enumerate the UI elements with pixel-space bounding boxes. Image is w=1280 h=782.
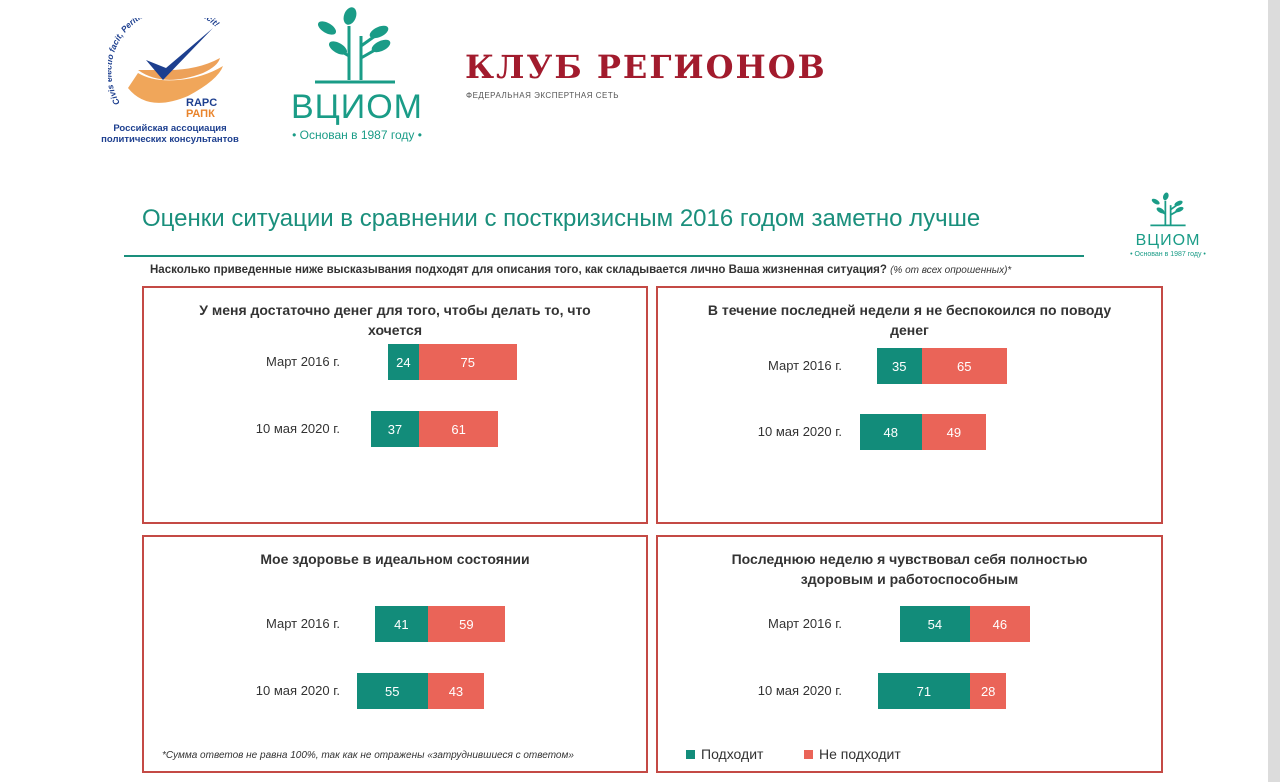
footnote: *Сумма ответов не равна 100%, так как не… xyxy=(162,750,574,761)
chart-panel: В течение последней недели я не беспокои… xyxy=(656,286,1163,524)
vciom-tree-icon xyxy=(315,7,395,84)
page-edge xyxy=(1268,0,1280,782)
chart-title: В течение последней недели я не беспокои… xyxy=(707,302,1112,338)
bar-not-fits: 28 xyxy=(970,673,1007,709)
rapc-name-line1: Российская ассоциация xyxy=(113,123,227,134)
chart-panel: Мое здоровье в идеальном состоянии xyxy=(142,535,648,773)
category-label: 10 мая 2020 г. xyxy=(255,421,340,436)
bar-not-fits: 65 xyxy=(922,348,1007,384)
vciom-founded: • Основан в 1987 году • xyxy=(292,128,422,142)
chart-title: У меня достаточно денег для того, чтобы … xyxy=(199,302,591,338)
legend-not-fits-label: Не подходит xyxy=(819,746,901,762)
bar-not-fits: 49 xyxy=(922,414,986,450)
legend-not-fits-swatch xyxy=(804,749,813,759)
rapc-abbr-latin: RAPC xyxy=(186,97,218,109)
legend-fits-swatch xyxy=(686,749,695,759)
category-label: 10 мая 2020 г. xyxy=(757,683,842,698)
chart-panel: Последнюю неделю я чувствовал себя полно… xyxy=(656,535,1163,773)
bar-fits: 37 xyxy=(370,411,419,447)
bar-fits: 41 xyxy=(374,606,428,642)
category-label: Март 2016 г. xyxy=(265,616,340,631)
bar-not-fits: 43 xyxy=(428,673,484,709)
bar-fits: 48 xyxy=(859,414,922,450)
chart-title: Мое здоровье в идеальном состоянии xyxy=(260,551,530,567)
category-label: Март 2016 г. xyxy=(265,354,340,369)
category-label: 10 мая 2020 г. xyxy=(255,683,340,698)
klub-regionov-wordmark: КЛУБ РЕГИОНОВ xyxy=(465,48,827,86)
category-label: Март 2016 г. xyxy=(767,358,842,373)
bar-fits: 35 xyxy=(876,348,922,384)
rapc-name-line2: политических консультантов xyxy=(101,134,239,145)
bar-not-fits: 46 xyxy=(970,606,1030,642)
legend-fits-label: Подходит xyxy=(701,746,764,762)
vciom-small-tree-icon xyxy=(1150,192,1186,227)
legend-fits: Подходит xyxy=(686,746,763,762)
vciom-small-wordmark: ВЦИОМ xyxy=(1135,232,1201,249)
chart-title: Последнюю неделю я чувствовал себя полно… xyxy=(731,551,1088,587)
survey-question: Насколько приведенные ниже высказывания … xyxy=(150,264,1011,276)
bar-not-fits: 75 xyxy=(419,344,517,380)
slide-title: Оценки ситуации в сравнении с посткризис… xyxy=(142,205,981,232)
klub-regionov-sub: ФЕДЕРАЛЬНАЯ ЭКСПЕРТНАЯ СЕТЬ xyxy=(466,91,620,100)
survey-question-note: (% от всех опрошенных)* xyxy=(890,265,1012,276)
bar-not-fits: 59 xyxy=(428,606,505,642)
vciom-wordmark: ВЦИОМ xyxy=(290,88,424,126)
vciom-small-founded: • Основан в 1987 году • xyxy=(1130,251,1206,258)
legend-not-fits: Не подходит xyxy=(804,746,901,762)
title-divider xyxy=(124,255,1084,257)
category-label: 10 мая 2020 г. xyxy=(757,424,842,439)
survey-question-text: Насколько приведенные ниже высказывания … xyxy=(150,264,887,276)
bar-not-fits: 61 xyxy=(419,411,499,447)
bar-fits: 54 xyxy=(899,606,970,642)
bar-fits: 71 xyxy=(877,673,970,709)
chart-panel: У меня достаточно денег для того, чтобы … xyxy=(142,286,648,524)
bar-fits: 24 xyxy=(387,344,419,380)
category-label: Март 2016 г. xyxy=(767,616,842,631)
bar-fits: 55 xyxy=(356,673,428,709)
rapc-logo-icon: Civis electio facit, Peritissimos facite… xyxy=(108,18,223,107)
rapc-abbr-cyr: РАПК xyxy=(186,108,215,120)
